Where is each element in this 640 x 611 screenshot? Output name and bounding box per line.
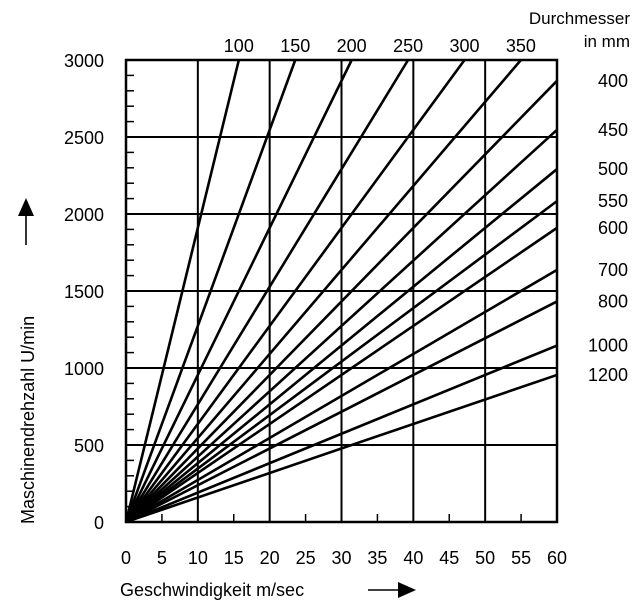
y-tick-labels: 0 500 1000 1500 2000 2500 3000	[64, 51, 104, 533]
series-line-100	[124, 59, 241, 523]
x-tick-label: 25	[296, 548, 316, 568]
series-lines	[124, 59, 558, 524]
diameter-label-350: 350	[506, 36, 536, 56]
series-line-250	[124, 59, 410, 523]
diameter-label-550: 550	[598, 191, 628, 211]
diameter-label-450: 450	[598, 120, 628, 140]
y-tick-label: 1500	[64, 282, 104, 302]
x-tick-label: 10	[188, 548, 208, 568]
diameter-label-200: 200	[337, 36, 367, 56]
x-tick-label: 30	[331, 548, 351, 568]
x-tick-label: 60	[547, 548, 567, 568]
legend-title-line1: Durchmesser	[529, 9, 630, 28]
y-tick-label: 2500	[64, 128, 104, 148]
series-line-800	[125, 300, 558, 524]
y-tick-label: 2000	[64, 205, 104, 225]
diameter-label-1000: 1000	[588, 336, 628, 356]
x-tick-label: 50	[475, 548, 495, 568]
minor-ticks	[126, 74, 522, 522]
series-line-500	[125, 168, 558, 524]
diameter-label-400: 400	[598, 71, 628, 91]
series-line-700	[125, 268, 558, 524]
y-tick-label: 500	[74, 436, 104, 456]
series-line-200	[124, 59, 353, 523]
x-tick-label: 15	[224, 548, 244, 568]
grid	[126, 60, 557, 522]
x-axis-title: Geschwindigkeit m/sec	[120, 580, 304, 600]
y-tick-label: 1000	[64, 359, 104, 379]
x-tick-label: 55	[511, 548, 531, 568]
diameter-label-250: 250	[393, 36, 423, 56]
diameter-label-300: 300	[449, 36, 479, 56]
legend-title-line2: in mm	[584, 32, 630, 51]
diameter-label-150: 150	[280, 36, 310, 56]
diameter-label-700: 700	[598, 260, 628, 280]
series-line-350	[125, 59, 522, 523]
diameter-label-800: 800	[598, 291, 628, 311]
x-tick-label: 20	[260, 548, 280, 568]
series-line-600	[125, 226, 558, 524]
series-line-450	[125, 128, 558, 523]
x-tick-label: 45	[439, 548, 459, 568]
series-line-1000	[125, 344, 558, 524]
plot-frame	[124, 58, 559, 524]
y-tick-label: 0	[94, 513, 104, 533]
x-tick-label: 40	[403, 548, 423, 568]
diameter-labels: 100 150 200 250 300 350 400 450 500 550 600 700 800 1…	[224, 36, 628, 385]
x-tick-label: 35	[367, 548, 387, 568]
x-tick-label: 0	[121, 548, 131, 568]
diameter-label-500: 500	[598, 159, 628, 179]
diameter-label-100: 100	[224, 36, 254, 56]
x-axis-arrow	[368, 582, 416, 598]
series-line-300	[124, 59, 466, 523]
y-axis-title: Maschinendrehzahl U/min	[18, 316, 38, 524]
series-line-150	[124, 59, 297, 523]
series-line-550	[125, 200, 558, 524]
x-tick-labels: 0 5 10 15 20 25 30 35 40 45 50 55 60	[121, 548, 567, 568]
y-tick-label: 3000	[64, 51, 104, 71]
diameter-label-600: 600	[598, 218, 628, 238]
diameter-label-1200: 1200	[588, 365, 628, 385]
x-tick-label: 5	[157, 548, 167, 568]
series-line-400	[125, 79, 558, 523]
series-line-1200	[125, 373, 558, 524]
y-axis-arrow	[18, 198, 34, 245]
